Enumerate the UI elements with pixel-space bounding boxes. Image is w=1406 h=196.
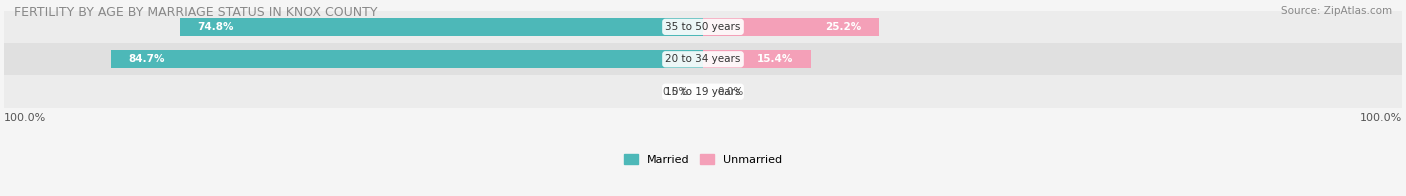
Text: 15 to 19 years: 15 to 19 years	[665, 87, 741, 97]
Text: 0.0%: 0.0%	[662, 87, 689, 97]
Bar	[4, 75, 1402, 108]
Text: Source: ZipAtlas.com: Source: ZipAtlas.com	[1281, 6, 1392, 16]
Text: 15.4%: 15.4%	[756, 54, 793, 64]
Bar	[703, 18, 879, 36]
Text: 100.0%: 100.0%	[4, 113, 46, 123]
Bar	[111, 50, 703, 68]
Text: FERTILITY BY AGE BY MARRIAGE STATUS IN KNOX COUNTY: FERTILITY BY AGE BY MARRIAGE STATUS IN K…	[14, 6, 378, 19]
Text: 25.2%: 25.2%	[825, 22, 862, 32]
Text: 0.0%: 0.0%	[717, 87, 744, 97]
Text: 84.7%: 84.7%	[128, 54, 165, 64]
Text: 35 to 50 years: 35 to 50 years	[665, 22, 741, 32]
Text: 74.8%: 74.8%	[198, 22, 235, 32]
Bar	[4, 11, 1402, 43]
Legend: Married, Unmarried: Married, Unmarried	[620, 150, 786, 170]
Bar	[703, 50, 811, 68]
Bar	[4, 43, 1402, 75]
Bar	[180, 18, 703, 36]
Text: 20 to 34 years: 20 to 34 years	[665, 54, 741, 64]
Text: 100.0%: 100.0%	[1360, 113, 1402, 123]
